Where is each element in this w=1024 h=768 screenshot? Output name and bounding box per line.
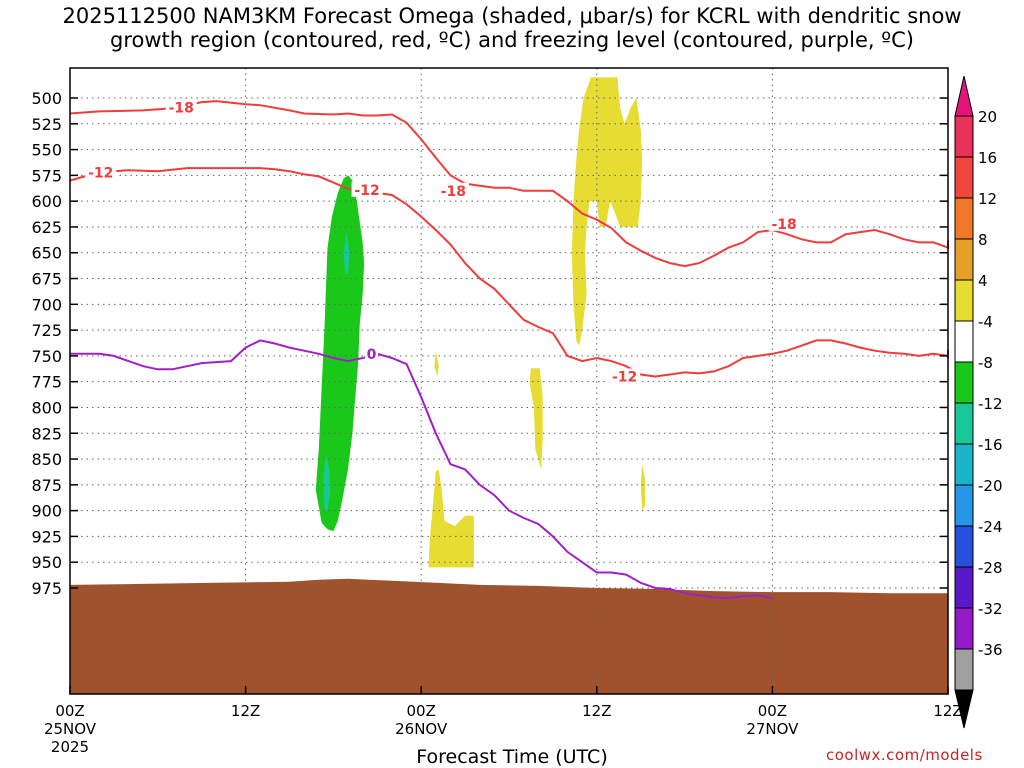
colorbar-label-1: 16 — [978, 149, 997, 167]
colorbar-label-0: 20 — [978, 108, 997, 126]
omega-region-1 — [315, 175, 365, 532]
colorbar-swatch-3 — [954, 238, 974, 281]
colorbar-bottom-arrow — [954, 689, 974, 729]
colorbar-label-12: -32 — [978, 600, 1003, 618]
omega-shading-layer — [315, 77, 646, 568]
colorbar-top-arrow — [954, 75, 974, 117]
colorbar-swatch-9 — [954, 484, 974, 527]
contour-label-bg-0-0 — [165, 99, 197, 115]
contour-label-0-1: -18 — [441, 184, 466, 200]
y-tick-label-800: 800 — [31, 398, 62, 417]
omega-region-7 — [529, 368, 543, 470]
omega-region-2 — [323, 453, 331, 511]
y-tick-label-850: 850 — [31, 450, 62, 469]
contour-label-bg-1-1 — [351, 181, 383, 197]
colorbar-label-3: 8 — [978, 231, 988, 249]
x-axis-title: Forecast Time (UTC) — [416, 746, 608, 768]
omega-region-4 — [571, 77, 643, 346]
contour-label-bg-1-0 — [85, 164, 117, 180]
colorbar-label-7: -12 — [978, 395, 1003, 413]
colorbar-swatch-8 — [954, 443, 974, 486]
omega-region-3 — [343, 232, 350, 274]
colorbar-label-10: -24 — [978, 518, 1003, 536]
contour-layer: -18 -18 -18 -12 -12 -12 0 — [69, 99, 949, 600]
omega-region-8 — [640, 464, 646, 511]
colorbar-swatch-0 — [954, 115, 974, 158]
colorbar-label-13: -36 — [978, 641, 1003, 659]
x-tick-date-0: 25NOV — [44, 720, 97, 738]
y-tick-label-975: 975 — [31, 579, 62, 598]
y-tick-label-825: 825 — [31, 424, 62, 443]
x-tick-label-1: 12Z — [231, 702, 260, 720]
colorbar-swatch-2 — [954, 197, 974, 240]
credit-text: coolwx.com/models — [826, 746, 983, 764]
colorbar-swatch-5 — [954, 320, 974, 363]
y-tick-label-750: 750 — [31, 347, 62, 366]
contour-label-1-2: -12 — [612, 370, 637, 386]
colorbar-swatch-12 — [954, 607, 974, 650]
colorbar-label-11: -28 — [978, 559, 1003, 577]
y-tick-label-600: 600 — [31, 192, 62, 211]
y-tick-label-925: 925 — [31, 527, 62, 546]
colorbar-swatch-6 — [954, 361, 974, 404]
colorbar-swatch-4 — [954, 279, 974, 322]
contour-label-1-0: -12 — [88, 165, 113, 181]
terrain-fill — [70, 578, 948, 694]
x-tick-date-2: 26NOV — [395, 720, 448, 738]
colorbar-label-8: -16 — [978, 436, 1003, 454]
colorbar-label-4: 4 — [978, 272, 988, 290]
contour-line-1 — [69, 167, 949, 378]
contour-label-0-0: -18 — [169, 100, 194, 116]
y-tick-label-700: 700 — [31, 295, 62, 314]
y-tick-label-550: 550 — [31, 141, 62, 160]
colorbar-label-9: -20 — [978, 477, 1003, 495]
contour-line-2 — [70, 339, 773, 600]
terrain-layer — [70, 578, 948, 694]
contour-line-0 — [69, 100, 949, 268]
colorbar-label-2: 12 — [978, 190, 997, 208]
contour-label-2-0: 0 — [367, 347, 377, 363]
grid-layer — [69, 68, 949, 694]
x-tick-label-3: 12Z — [582, 702, 611, 720]
x-tick-label-2: 00Z — [407, 702, 436, 720]
colorbar-label-5: -4 — [978, 313, 993, 331]
y-tick-label-675: 675 — [31, 270, 62, 289]
y-tick-label-525: 525 — [31, 115, 62, 134]
contour-label-bg-0-2 — [768, 215, 800, 231]
y-tick-label-725: 725 — [31, 321, 62, 340]
x-tick-label-5: 12Z — [933, 702, 962, 720]
y-tick-label-500: 500 — [31, 89, 62, 108]
x-tick-label-0: 00Z — [55, 702, 84, 720]
x-tick-date-4: 27NOV — [746, 720, 799, 738]
y-tick-label-625: 625 — [31, 218, 62, 237]
colorbar-swatch-1 — [954, 156, 974, 199]
contour-label-bg-0-1 — [437, 182, 469, 198]
colorbar-swatch-10 — [954, 525, 974, 568]
colorbar-swatch-11 — [954, 566, 974, 609]
y-tick-label-775: 775 — [31, 373, 62, 392]
y-tick-label-900: 900 — [31, 502, 62, 521]
y-tick-label-875: 875 — [31, 476, 62, 495]
omega-region-5 — [428, 469, 474, 568]
contour-label-bg-2-0 — [364, 345, 378, 361]
y-tick-label-650: 650 — [31, 244, 62, 263]
y-tick-label-575: 575 — [31, 166, 62, 185]
title-line-1: 2025112500 NAM3KM Forecast Omega (shaded… — [62, 4, 962, 28]
y-tick-label-950: 950 — [31, 553, 62, 572]
omega-region-6 — [434, 350, 439, 377]
title-line-2: growth region (contoured, red, ºC) and f… — [110, 28, 914, 52]
y-axis: 500 525 550 575 600 625 650 675 700 725 750 775 800 8… — [31, 89, 948, 598]
colorbar-swatch-13 — [954, 648, 974, 691]
colorbar-label-6: -8 — [978, 354, 993, 372]
colorbar-swatch-7 — [954, 402, 974, 445]
contour-label-bg-1-2 — [609, 368, 641, 384]
x-tick-label-4: 00Z — [758, 702, 787, 720]
contour-label-0-2: -18 — [771, 217, 796, 233]
x-tick-year-0: 2025 — [51, 738, 89, 756]
contour-label-1-1: -12 — [354, 183, 379, 199]
chart-title: 2025112500 NAM3KM Forecast Omega (shaded… — [0, 4, 1024, 52]
colorbar-legend: 20 16 12 8 4 -4 -8 -12 -16 -20 -24 -28 -32 -36 — [954, 75, 1003, 729]
